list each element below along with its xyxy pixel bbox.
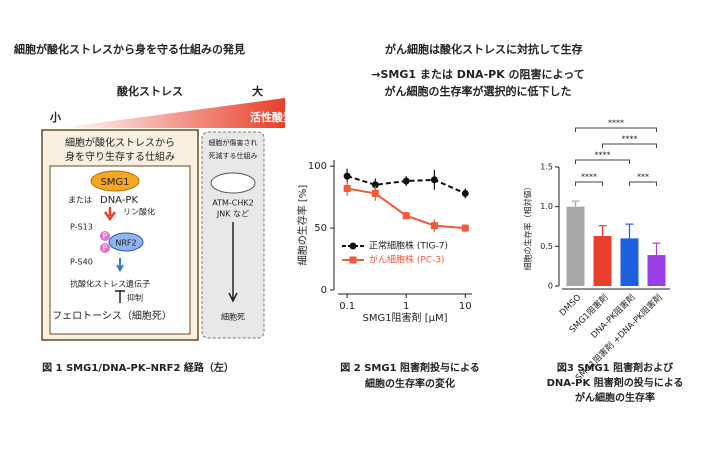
marker	[461, 189, 469, 197]
ferro-label: フェロトーシス（細胞死）	[52, 309, 172, 322]
marker	[371, 189, 379, 197]
significance-bracket	[575, 181, 603, 186]
marker	[402, 212, 410, 220]
scale-large: 大	[252, 84, 263, 98]
significance-label: ****	[622, 135, 638, 144]
caption: DNA-PK 阻害剤の投与による	[547, 376, 684, 389]
ps13-label: P-S13	[70, 223, 93, 232]
y-tick-label: 1.5	[540, 163, 553, 172]
nrf2-label: NRF2	[115, 239, 136, 248]
fig1-title: 細胞が酸化ストレスから身を守る仕組みの発見	[14, 42, 245, 56]
significance-label: ***	[637, 173, 649, 182]
p-circle	[100, 243, 110, 253]
caption: 図3 SMG1 阻害剤および	[557, 361, 673, 374]
header-title: がん細胞は酸化ストレスに対抗して生存	[385, 42, 583, 56]
y-axis-label: 細胞の生存率 [%]	[296, 185, 309, 266]
bar	[620, 238, 639, 286]
series-line	[346, 187, 466, 230]
suppress-mark	[115, 290, 125, 303]
p-circle	[100, 231, 110, 241]
significance-bracket	[629, 181, 657, 186]
bar	[647, 255, 666, 286]
x-tick-label: DMSO	[558, 293, 584, 319]
marker	[430, 176, 438, 184]
dnapk-label: DNA-PK	[100, 195, 138, 206]
box-title: 身を守り生存する仕組み	[65, 150, 175, 163]
death-path: ATM-CHK2	[212, 199, 253, 208]
ros-label: 活性酸素	[250, 110, 294, 124]
x-tick-label: 1	[403, 301, 409, 312]
phos-label: リン酸化	[123, 207, 155, 217]
or-label: または	[68, 196, 92, 205]
y-tick-label: 0.5	[540, 242, 553, 251]
fig1-caption: 図 1 SMG1/DNA-PK–NRF2 経路（左）	[42, 361, 234, 374]
box-title: 細胞が酸化ストレスから	[65, 136, 175, 149]
y-tick-label: 0	[548, 282, 553, 291]
death-path: JNK など	[216, 210, 249, 219]
legend-marker	[349, 256, 357, 264]
marker	[371, 181, 379, 189]
y-tick-label: 1.0	[540, 202, 553, 211]
death-title: 細胞が傷害され	[209, 138, 258, 147]
genes-label: 抗酸化ストレス遺伝子	[70, 279, 150, 289]
p-label: P	[103, 232, 108, 241]
caption: がん細胞の生存率	[575, 391, 655, 404]
significance-bracket	[575, 159, 630, 164]
header-subtitle: →SMG1 または DNA-PK の阻害によって	[371, 67, 584, 81]
caption: 図 2 SMG1 阻害剤投与による	[340, 361, 479, 374]
y-tick-label: 100	[308, 161, 327, 172]
y-tick-label: 0	[321, 285, 327, 296]
legend-marker	[349, 242, 357, 250]
smg1-node	[90, 170, 140, 192]
y-axis-label: 細胞の生存率（相対値）	[523, 183, 533, 271]
death-title: 死滅する仕組み	[209, 151, 258, 160]
smg1-label: SMG1	[100, 177, 129, 188]
significance-label: ****	[608, 119, 624, 128]
phos-arrow	[103, 207, 117, 222]
marker	[343, 184, 351, 192]
death-arrow	[228, 222, 238, 303]
x-axis-label: SMG1阻害剤 [μM]	[362, 311, 447, 324]
nrf2-arrow	[116, 258, 124, 272]
y-tick-label: 50	[314, 223, 327, 234]
ps40-label: P-S40	[70, 258, 93, 267]
scale-label: 酸化ストレス	[117, 84, 183, 98]
marker	[461, 224, 469, 232]
marker	[430, 222, 438, 230]
marker	[402, 177, 410, 185]
nrf2-node	[108, 232, 144, 252]
suppress-label: 抑制	[127, 293, 143, 303]
bar	[593, 236, 612, 286]
caption: 細胞の生存率の変化	[365, 377, 455, 390]
legend-label: がん細胞株 (PC-3)	[369, 254, 445, 266]
header-subtitle: がん細胞の生存率が選択的に低下した	[385, 84, 572, 98]
marker	[343, 172, 351, 180]
significance-bracket	[602, 143, 657, 148]
significance-label: ****	[581, 173, 597, 182]
x-tick-label: 0.1	[339, 301, 355, 312]
significance-label: ****	[595, 151, 611, 160]
ros-wedge	[60, 98, 285, 128]
death-label: 細胞死	[221, 312, 245, 322]
death-node	[210, 172, 256, 194]
significance-bracket	[575, 127, 657, 132]
scale-small: 小	[49, 110, 61, 124]
legend-label: 正常細胞株 (TIG-7)	[369, 240, 448, 252]
x-tick-label: 10	[459, 301, 472, 312]
bar	[566, 206, 585, 286]
p-label: P	[103, 244, 108, 253]
